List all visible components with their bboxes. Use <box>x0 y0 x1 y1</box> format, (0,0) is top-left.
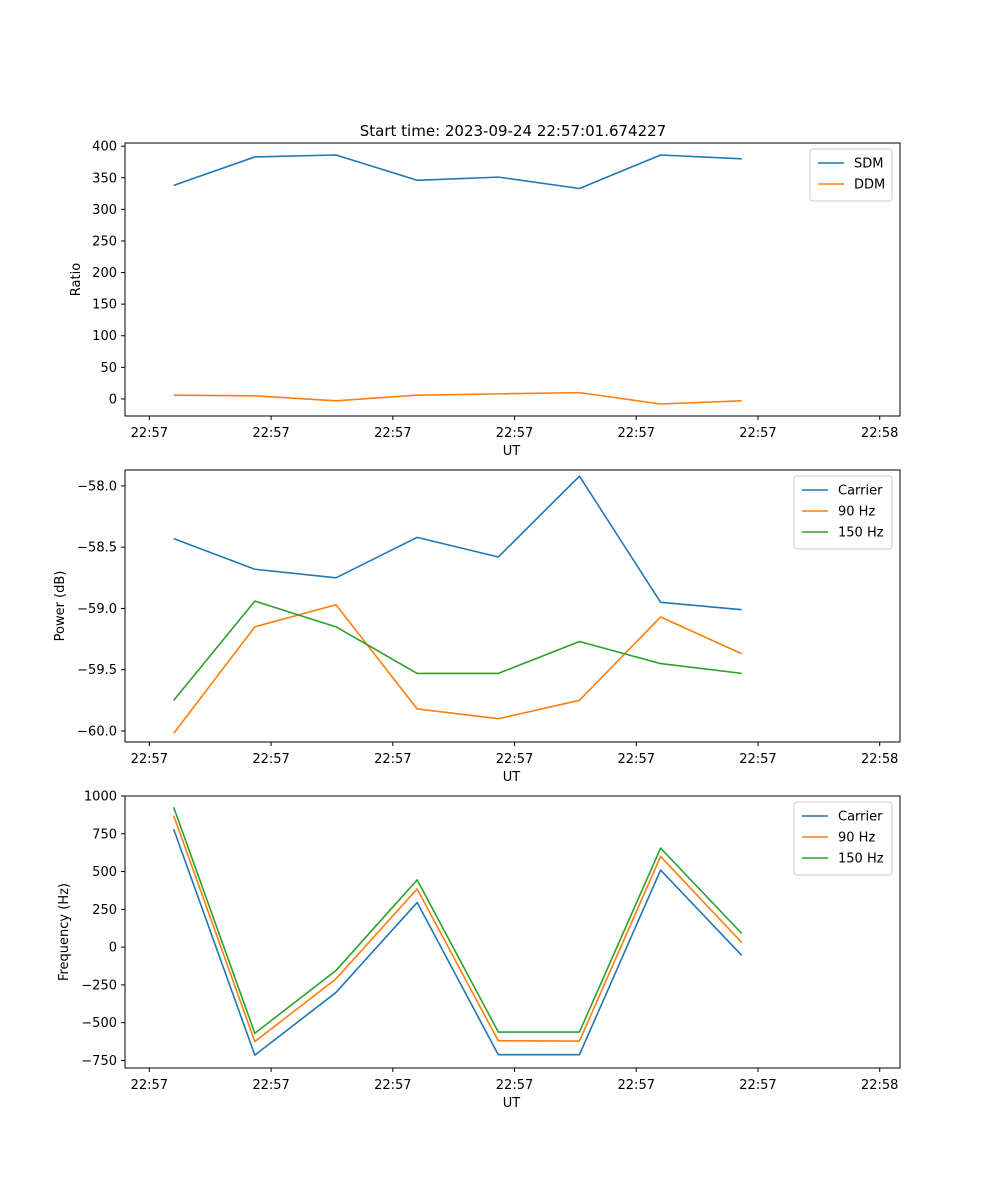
series-line-150-hz <box>173 600 742 701</box>
x-tick-label: 22:57 <box>496 426 533 441</box>
series-line-carrier <box>173 475 742 611</box>
x-tick-label: 22:57 <box>252 752 289 767</box>
y-tick-label: 50 <box>100 361 117 376</box>
x-tick-label: 22:57 <box>131 752 168 767</box>
x-tick-label: 22:57 <box>374 1078 411 1093</box>
x-axis-label: UT <box>503 1096 521 1111</box>
y-tick-label: −58.0 <box>77 479 117 494</box>
x-tick-label: 22:57 <box>618 426 655 441</box>
series-line-90-hz <box>173 603 743 734</box>
subplot-1: 22:57 22:57 22:57 22:57 22:57 22:57 22:58 0 50 10… <box>69 140 901 459</box>
x-tick-label: 22:57 <box>374 426 411 441</box>
y-tick-label: −58.5 <box>77 541 117 556</box>
axes-frame <box>124 142 901 417</box>
subplot-3: 22:57 22:57 22:57 22:57 22:57 22:57 22:58 −750 −… <box>57 790 901 1111</box>
legend: Carrier 90 Hz 150 Hz <box>793 801 893 876</box>
y-tick-label: 400 <box>92 140 117 155</box>
x-tick-label: 22:57 <box>131 426 168 441</box>
legend: SDM DDM <box>809 148 893 202</box>
x-tick-label: 22:57 <box>374 752 411 767</box>
plots-container: 22:57 22:57 22:57 22:57 22:57 22:57 22:58 0 50 10… <box>53 140 901 1111</box>
x-axis-label: UT <box>503 770 521 785</box>
y-tick-label: 1000 <box>84 790 117 805</box>
y-tick-label: 0 <box>109 941 117 956</box>
y-tick-label: −250 <box>81 978 117 993</box>
x-tick-label: 22:57 <box>252 1078 289 1093</box>
legend-label: 150 Hz <box>838 526 884 541</box>
x-tick-label: 22:57 <box>131 1078 168 1093</box>
series-line-sdm <box>173 154 742 190</box>
legend-box <box>809 148 893 202</box>
y-tick-label: 500 <box>92 865 117 880</box>
y-axis-label: Ratio <box>69 263 84 296</box>
legend-label: Carrier <box>838 484 883 499</box>
subplot-2: 22:57 22:57 22:57 22:57 22:57 22:57 22:58 −60.0… <box>53 469 901 785</box>
x-axis-label: UT <box>503 444 521 459</box>
legend-box <box>793 801 893 876</box>
x-tick-label: 22:57 <box>252 426 289 441</box>
x-tick-label: 22:57 <box>739 1078 776 1093</box>
y-tick-label: −59.0 <box>77 602 117 617</box>
y-axis-label: Power (dB) <box>53 571 68 642</box>
y-axis-label: Frequency (Hz) <box>57 883 72 981</box>
legend-label: 90 Hz <box>838 505 875 520</box>
legend: Carrier 90 Hz 150 Hz <box>793 475 893 550</box>
legend-label: 90 Hz <box>838 831 875 846</box>
y-tick-label: 0 <box>109 392 117 407</box>
y-tick-label: 300 <box>92 203 117 218</box>
y-tick-label: 750 <box>92 827 117 842</box>
legend-box <box>793 475 893 550</box>
y-tick-label: 150 <box>92 298 117 313</box>
y-tick-label: 100 <box>92 329 117 344</box>
x-tick-label: 22:57 <box>618 752 655 767</box>
chart-title: Start time: 2023-09-24 22:57:01.674227 <box>360 122 666 140</box>
axes-frame <box>124 795 901 1069</box>
x-tick-label: 22:57 <box>496 752 533 767</box>
legend-label: DDM <box>854 178 885 193</box>
legend-label: SDM <box>854 157 883 172</box>
x-tick-label: 22:58 <box>861 1078 898 1093</box>
series-line-carrier <box>172 828 743 1056</box>
y-tick-label: 350 <box>92 171 117 186</box>
series-line-90-hz <box>172 815 743 1043</box>
x-tick-label: 22:58 <box>861 752 898 767</box>
axes-frame <box>124 469 901 743</box>
y-tick-label: −59.5 <box>77 663 117 678</box>
x-tick-label: 22:57 <box>496 1078 533 1093</box>
x-tick-label: 22:57 <box>618 1078 655 1093</box>
y-tick-label: 250 <box>92 903 117 918</box>
y-tick-label: −500 <box>81 1016 117 1031</box>
series-line-150-hz <box>172 807 743 1035</box>
x-tick-label: 22:57 <box>739 426 776 441</box>
x-tick-label: 22:58 <box>861 426 898 441</box>
y-tick-label: 200 <box>92 266 117 281</box>
x-tick-label: 22:57 <box>739 752 776 767</box>
legend-label: 150 Hz <box>838 852 884 867</box>
y-tick-label: −60.0 <box>77 724 117 739</box>
legend-label: Carrier <box>838 810 883 825</box>
y-tick-label: 250 <box>92 234 117 249</box>
y-tick-label: −750 <box>81 1054 117 1069</box>
series-line-ddm <box>173 391 742 405</box>
